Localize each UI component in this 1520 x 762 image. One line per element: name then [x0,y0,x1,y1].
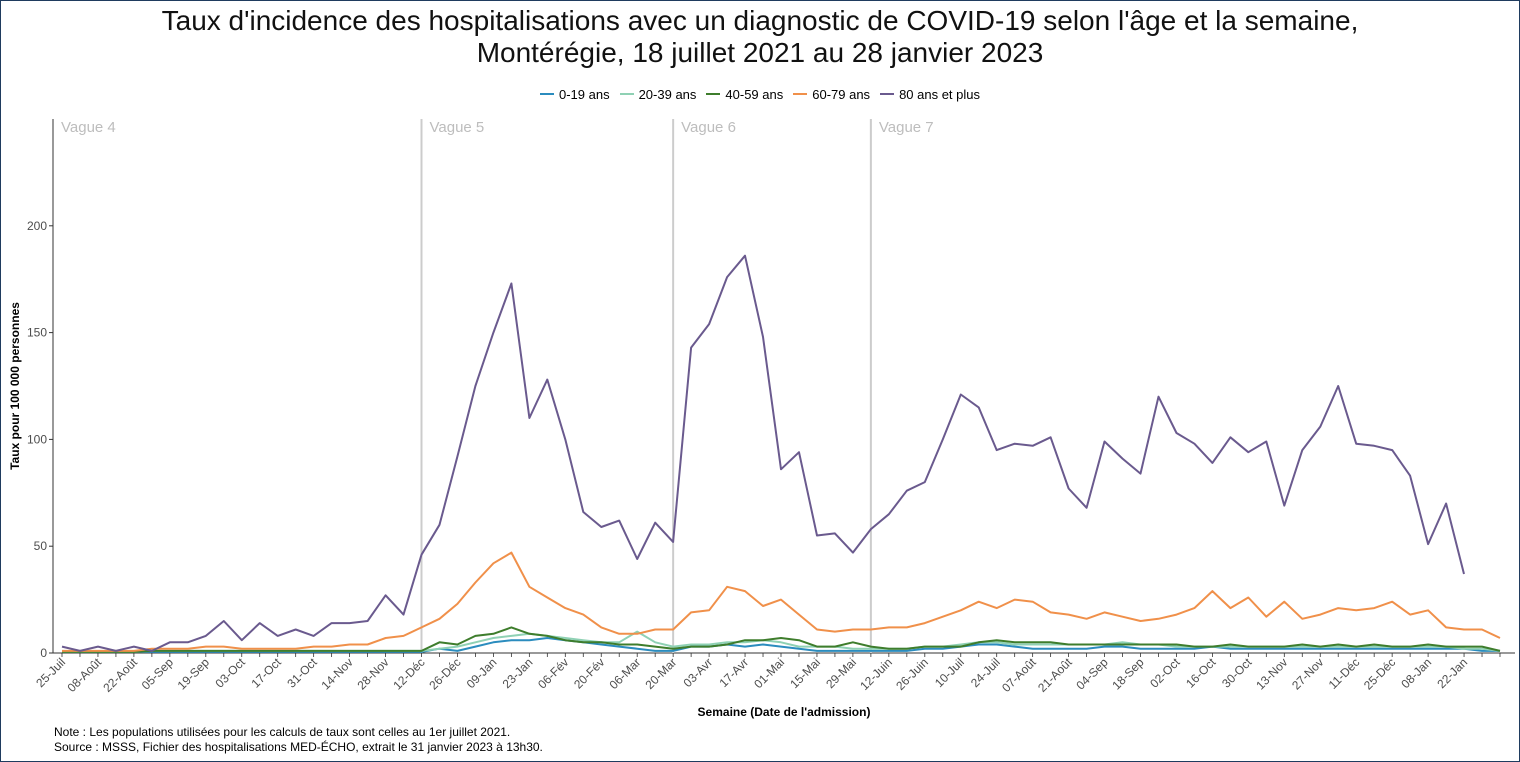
series-line [62,626,1501,653]
legend-item: 80 ans et plus [880,87,980,102]
x-tick-label: 15-Mai [787,655,823,691]
x-tick-label: 13-Nov [1253,655,1290,692]
x-tick-label: 17-Oct [248,655,284,691]
y-tick-label: 200 [27,219,47,233]
series-line [61,254,1465,652]
wave-label: Vague 6 [681,119,736,136]
x-tick-label: 22-Jan [1434,655,1470,691]
x-tick-label: 29-Mai [823,655,859,691]
legend-swatch [539,93,554,95]
x-tick-label: 03-Avr [680,655,715,690]
wave-label: Vague 5 [430,119,485,136]
legend-item: 20-39 ans [619,86,697,102]
y-tick-label: 50 [34,539,48,553]
legend-label: 80 ans et plus [899,86,981,102]
x-tick-label: 04-Sep [1073,655,1110,692]
legend-swatch [619,93,634,95]
legend-item: 60-79 ans [793,87,870,102]
x-tick-label: 26-Juin [893,655,931,693]
x-tick-label: 28-Nov [354,655,391,692]
x-tick-label: 12-Juin [857,655,895,693]
note-text: Note : Les populations utilisées pour le… [54,725,511,739]
y-tick-label: 100 [27,432,47,446]
series-line [62,551,1501,652]
x-tick-label: 14-Nov [318,655,355,692]
x-tick-label: 08-Août [64,655,104,695]
chart-title-line-1: Taux d'incidence des hospitalisations av… [161,5,1359,36]
x-tick-label: 11-Déc [1326,655,1363,692]
legend-swatch [706,93,721,95]
x-tick-label: 06-Fév [535,655,571,691]
x-tick-label: 08-Jan [1398,655,1434,691]
y-axis-label: Taux pour 100 000 personnes [8,302,22,470]
x-tick-label: 05-Sep [139,655,176,692]
x-tick-label: 17-Avr [716,655,751,690]
x-tick-label: 30-Oct [1219,655,1255,691]
wave-label: Vague 7 [879,119,934,136]
y-tick-label: 150 [27,326,47,340]
x-tick-label: 25-Juil [33,655,68,690]
chart-legend: 0-19 ans 20-39 ans 40-59 ans 60-79 ans 80 an… [1,83,1519,102]
legend-swatch [793,93,808,95]
x-tick-label: 20-Fév [571,655,607,691]
legend-label: 0-19 ans [558,86,610,102]
x-tick-label: 27-Nov [1289,655,1326,692]
legend-label: 40-59 ans [725,86,784,102]
legend-label: 20-39 ans [638,86,697,102]
x-tick-label: 03-Oct [213,655,249,691]
x-tick-label: 24-Juil [968,655,1003,690]
chart-title: Taux d'incidence des hospitalisations av… [1,5,1519,69]
x-tick-label: 18-Sep [1109,655,1146,692]
y-tick-label: 0 [40,646,47,660]
x-tick-label: 10-Juil [932,655,967,690]
x-tick-label: 12-Déc [390,655,427,692]
x-tick-label: 07-Août [999,655,1039,695]
x-tick-label: 19-Sep [175,655,212,692]
x-tick-label: 02-Oct [1147,655,1183,691]
x-tick-label: 01-Mai [751,655,787,691]
x-tick-label: 22-Août [100,655,140,695]
x-tick-label: 21-Août [1035,655,1075,695]
x-tick-label: 16-Oct [1183,655,1219,691]
wave-label: Vague 4 [61,119,116,136]
chart-notes: Note : Les populations utilisées pour le… [54,725,543,755]
legend-item: 0-19 ans [539,86,610,102]
x-tick-label: 25-Déc [1361,655,1398,692]
x-axis-label: Semaine (Date de l'admission) [697,705,871,719]
series-line [62,637,1500,653]
legend-swatch [880,93,895,95]
x-tick-label: 31-Oct [284,655,320,691]
x-tick-label: 23-Jan [500,655,536,691]
legend-item: 40-59 ans [706,87,783,102]
source-text: Source : MSSS, Fichier des hospitalisati… [54,740,543,754]
x-tick-label: 09-Jan [464,655,500,691]
chart-title-line-2: Montérégie, 18 juillet 2021 au 28 janvie… [476,37,1044,68]
x-tick-label: 26-Déc [426,655,463,692]
legend-label: 60-79 ans [812,86,871,102]
x-tick-label: 20-Mar [642,655,679,692]
x-tick-label: 06-Mar [607,655,644,692]
